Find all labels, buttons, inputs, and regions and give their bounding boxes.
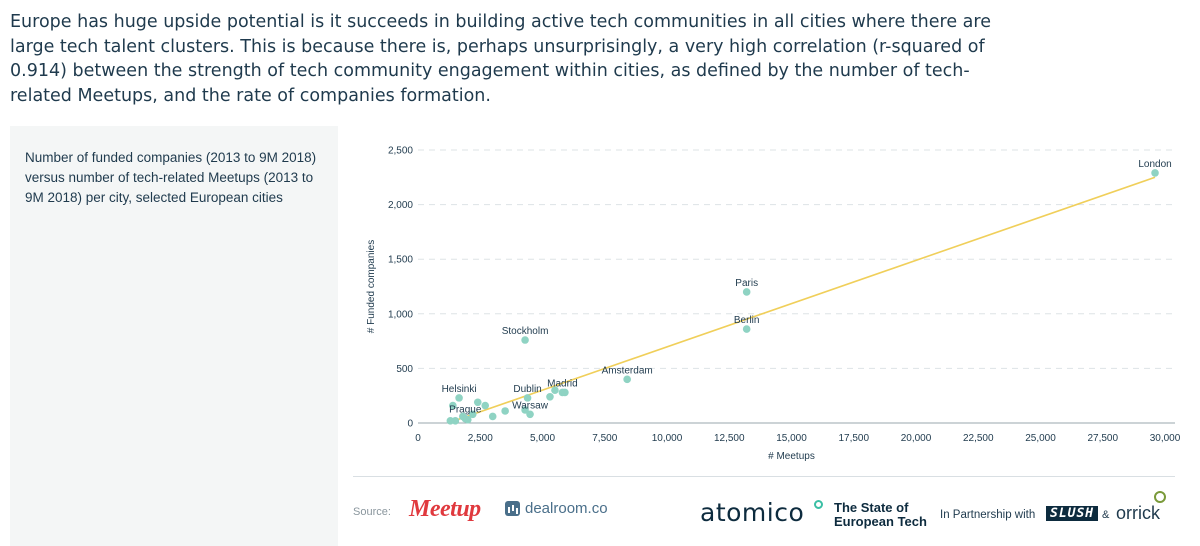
- chart-description-panel: Number of funded companies (2013 to 9M 2…: [10, 126, 338, 546]
- x-tick-label: 27,500: [1087, 433, 1118, 444]
- data-point: [551, 386, 559, 395]
- data-point: [521, 336, 529, 344]
- data-point: [459, 412, 467, 421]
- x-tick-label: 12,500: [714, 433, 745, 444]
- dealroom-logo: dealroom.co: [505, 500, 608, 517]
- x-tick-label: 15,000: [776, 433, 807, 444]
- point-label: Berlin: [734, 315, 760, 326]
- data-point: [488, 412, 497, 421]
- data-point: [446, 417, 455, 425]
- x-tick-label: 7,500: [592, 433, 617, 444]
- y-tick-label: 1,000: [388, 309, 413, 320]
- point-label: Dublin: [513, 384, 541, 395]
- x-tick-labels: 0 2,500 5,000 7,500 10,000 12,500 15,000 17,500…: [415, 433, 1180, 444]
- x-tick-label: 30,000: [1150, 433, 1180, 444]
- x-tick-label: 17,500: [838, 433, 869, 444]
- y-tick-labels: 0 500 1,000 1,500 2,000 2,500: [388, 146, 413, 430]
- x-tick-label: 20,000: [901, 433, 932, 444]
- data-point: [449, 401, 457, 410]
- point-label: London: [1138, 159, 1171, 170]
- x-tick-label: 5,000: [530, 433, 555, 444]
- footer: Source: Meetup dealroom.co atomico The S…: [353, 491, 1175, 534]
- orrick-logo: orrick: [1116, 503, 1160, 523]
- x-tick-label: 25,000: [1025, 433, 1056, 444]
- orrick-mark-icon: [1154, 491, 1166, 503]
- data-point: [742, 288, 751, 296]
- data-point: [523, 394, 532, 402]
- data-point: [455, 394, 463, 402]
- data-point: [501, 407, 509, 415]
- x-tick-label: 2,500: [468, 433, 493, 444]
- slush-logo: SLUSH: [1046, 506, 1099, 521]
- grid-lines: [418, 149, 1175, 424]
- chart-subtitle: Number of funded companies (2013 to 9M 2…: [25, 150, 317, 205]
- trend-line: [447, 176, 1156, 424]
- data-point: [623, 375, 631, 384]
- data-point: [742, 325, 751, 333]
- report-title: The State of European Tech: [834, 500, 927, 529]
- data-point: [481, 401, 490, 410]
- intro-paragraph: Europe has huge upside potential is it s…: [10, 12, 991, 106]
- footer-divider: [353, 476, 1175, 477]
- y-tick-label: 2,000: [388, 200, 413, 211]
- y-tick-label: 1,500: [388, 255, 413, 266]
- point-label: Prague: [449, 405, 482, 416]
- partner-label: In Partnership with: [940, 509, 1036, 521]
- atomico-logo: atomico: [700, 498, 805, 527]
- data-point: [473, 398, 482, 407]
- x-axis-label: # Meetups: [768, 451, 815, 462]
- data-point: [468, 410, 477, 419]
- point-label: Amsterdam: [602, 365, 653, 376]
- y-axis-label: # Funded companies: [366, 240, 377, 333]
- dealroom-icon: [505, 501, 520, 516]
- y-tick-label: 500: [396, 364, 413, 375]
- x-tick-label: 10,000: [652, 433, 683, 444]
- y-tick-label: 0: [407, 419, 413, 430]
- data-point: [521, 406, 529, 414]
- x-tick-label: 22,500: [963, 433, 994, 444]
- point-labels: London Paris Berlin Stockholm Amsterdam Madri…: [442, 159, 1172, 416]
- dealroom-logo-text: dealroom.co: [525, 500, 608, 517]
- data-points: [446, 169, 1159, 425]
- scatter-chart: 0 500 1,000 1,500 2,000 2,500 0 2,500 5,000 7,50…: [366, 146, 1180, 463]
- data-point: [526, 410, 534, 419]
- data-point: [546, 392, 554, 401]
- data-point: [1151, 169, 1159, 177]
- point-label: Helsinki: [442, 384, 477, 395]
- data-point: [561, 388, 569, 397]
- point-label: Madrid: [547, 378, 578, 389]
- point-label: Stockholm: [502, 326, 549, 337]
- meetup-logo: Meetup: [409, 496, 481, 522]
- point-label: Paris: [735, 278, 758, 289]
- y-tick-label: 2,500: [388, 146, 413, 157]
- x-tick-label: 0: [415, 433, 421, 444]
- ampersand: &: [1102, 509, 1110, 521]
- point-label: Warsaw: [512, 400, 549, 411]
- source-label: Source:: [353, 506, 391, 518]
- atomico-dot-icon: [814, 500, 823, 509]
